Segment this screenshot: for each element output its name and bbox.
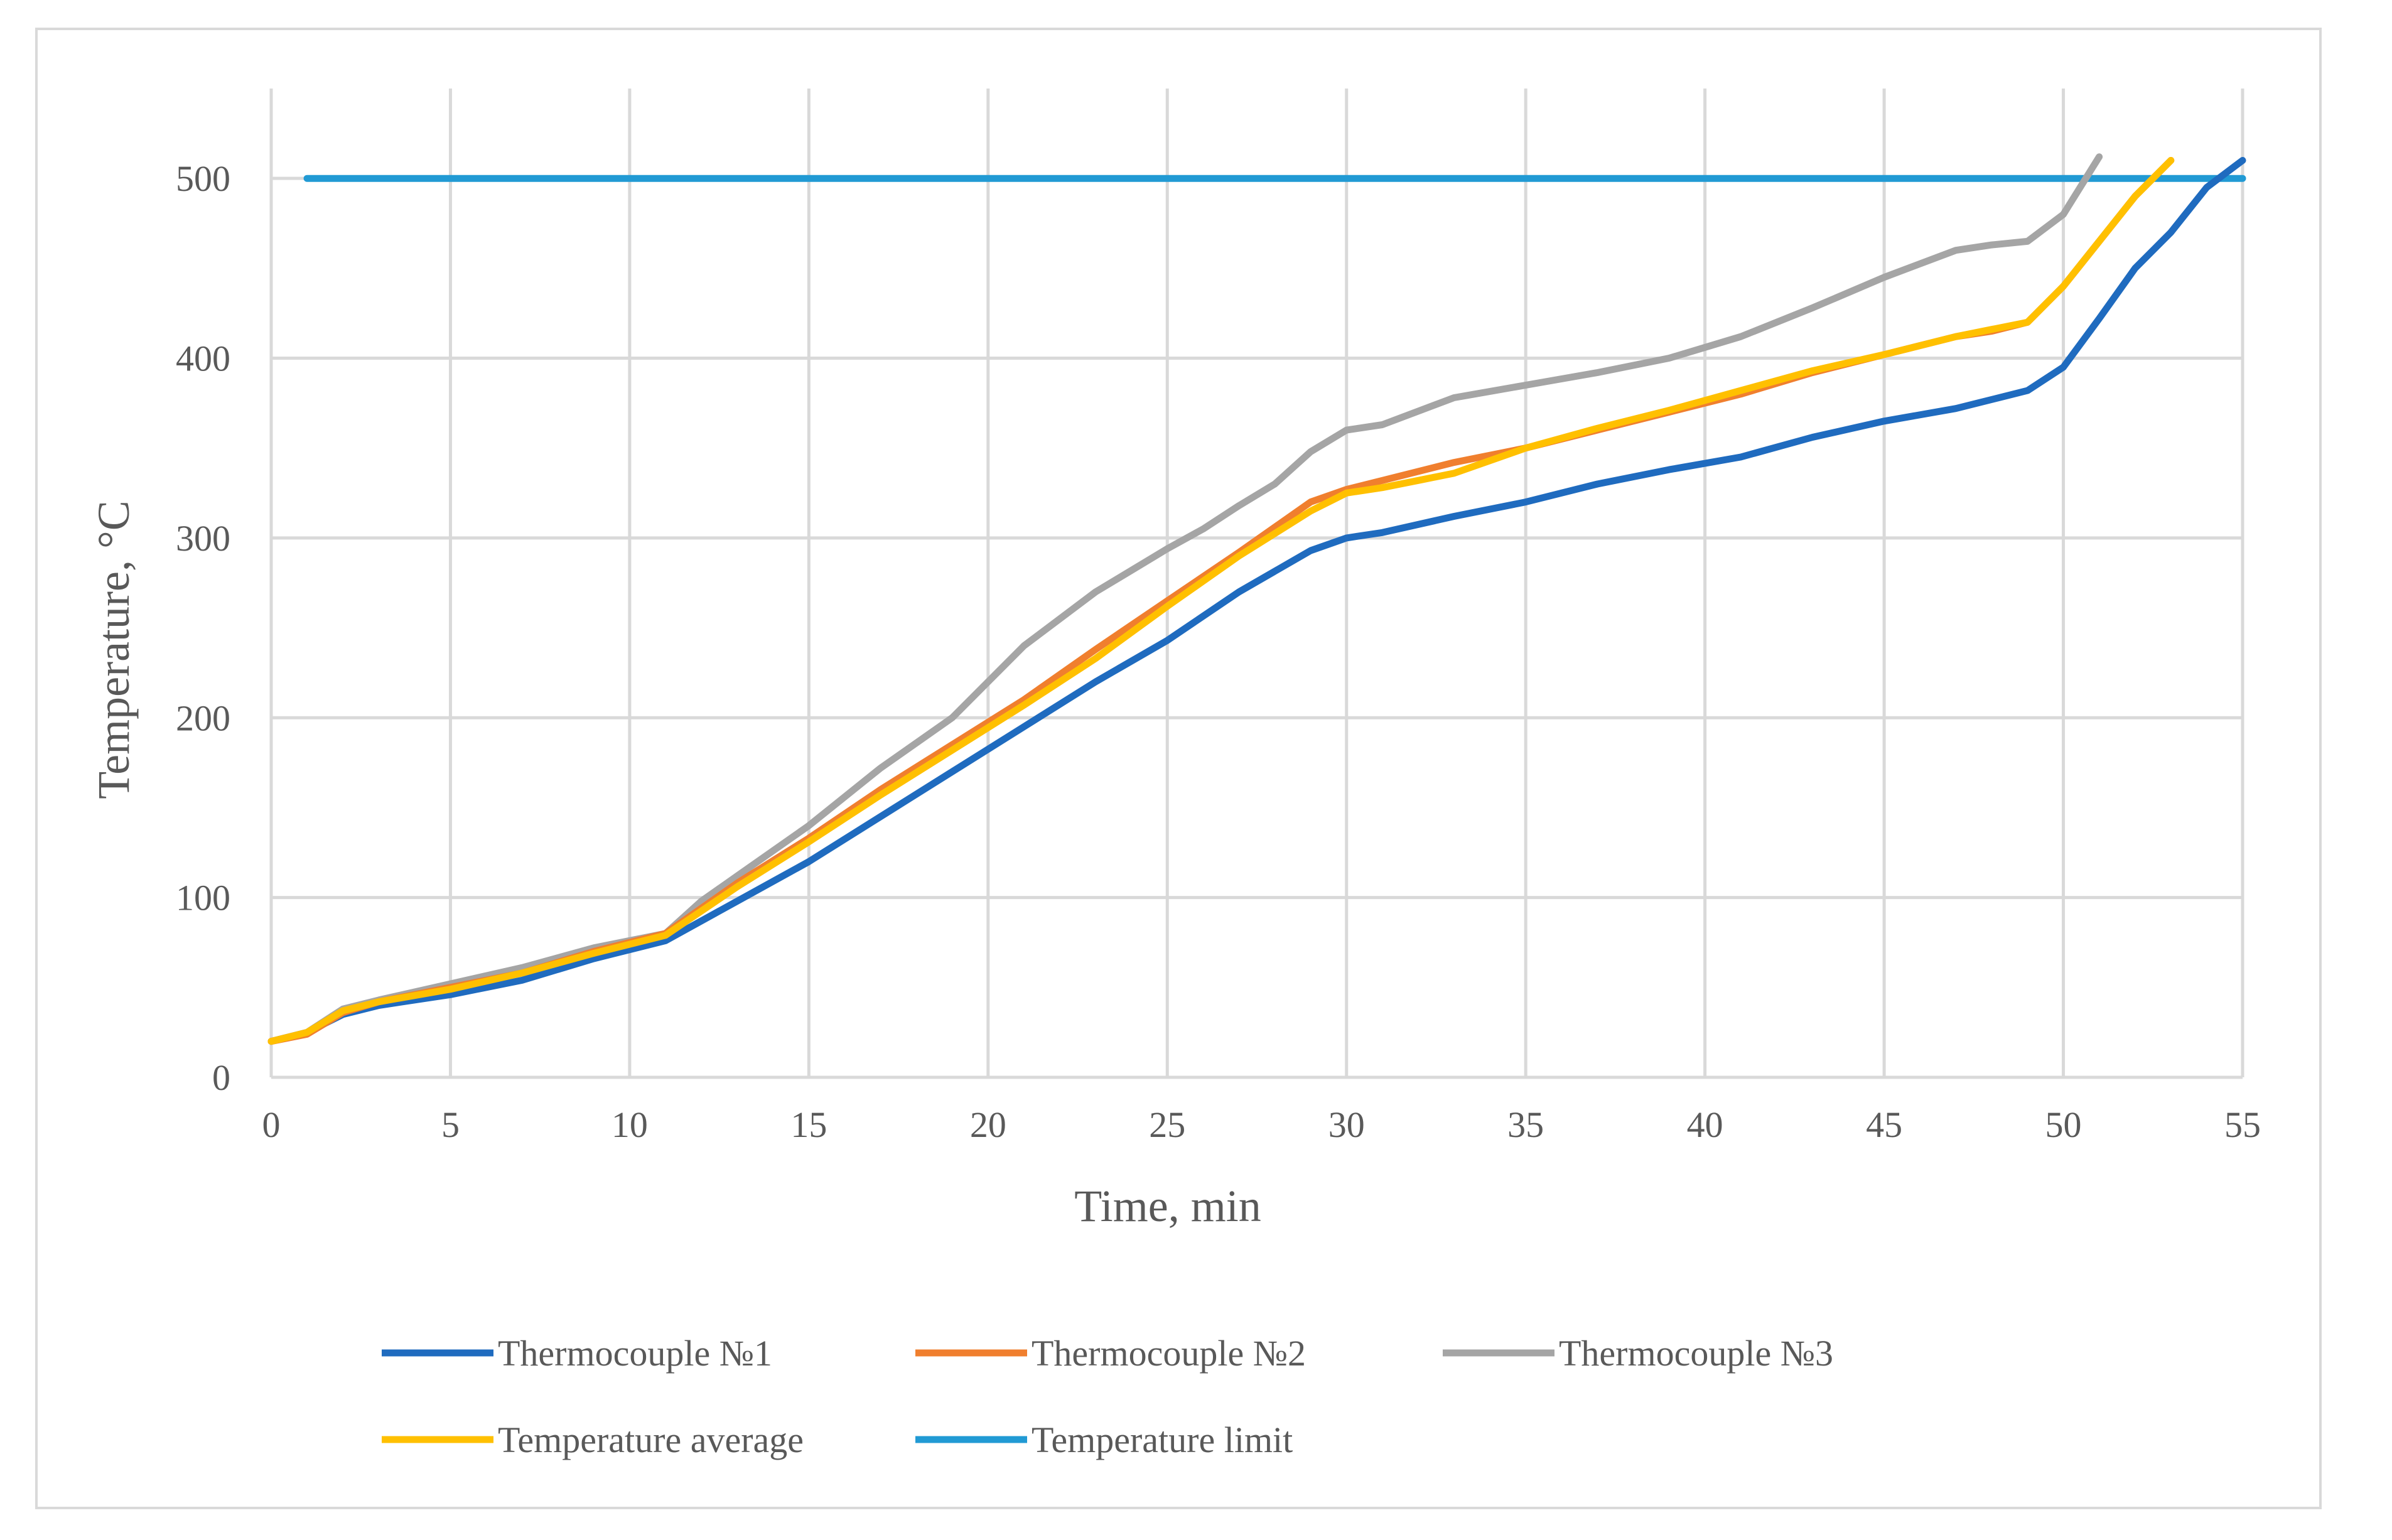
x-axis-title: Time, min (1074, 1181, 1261, 1231)
x-tick-label-2: 10 (611, 1104, 648, 1145)
x-tick-label-0: 0 (262, 1104, 281, 1145)
series-line-0 (267, 157, 2246, 1045)
legend-label-3: Temperature average (498, 1419, 804, 1460)
x-tick-label-9: 45 (1866, 1104, 1902, 1145)
series-line-3 (267, 157, 2175, 1045)
y-axis-ticks: 0 100 200 300 400 500 (176, 158, 230, 1098)
legend-label-0: Thermocouple №1 (498, 1333, 772, 1374)
series-lines (267, 153, 2246, 1045)
y-tick-label-0: 0 (212, 1057, 230, 1098)
chart-frame (35, 28, 2322, 1509)
y-tick-label-5: 500 (176, 158, 230, 199)
x-axis-ticks: 0 5 10 15 20 25 30 35 40 45 50 55 (262, 1104, 2261, 1145)
series-line-2 (267, 153, 2103, 1045)
x-tick-label-4: 20 (970, 1104, 1006, 1145)
y-axis-title: Temperature, °C (89, 500, 139, 799)
legend-label-4: Temperature limit (1032, 1419, 1293, 1460)
x-tick-label-1: 5 (441, 1104, 460, 1145)
legend: Thermocouple №1 Thermocouple №2 Thermocoup… (382, 1333, 1833, 1460)
y-tick-label-3: 300 (176, 518, 230, 559)
x-tick-label-6: 30 (1328, 1104, 1365, 1145)
x-tick-label-11: 55 (2224, 1104, 2261, 1145)
x-tick-label-5: 25 (1149, 1104, 1185, 1145)
y-tick-label-2: 200 (176, 697, 230, 738)
legend-label-1: Thermocouple №2 (1032, 1333, 1306, 1374)
y-tick-label-1: 100 (176, 878, 230, 918)
x-tick-label-8: 40 (1687, 1104, 1723, 1145)
y-tick-label-4: 400 (176, 338, 230, 379)
legend-label-2: Thermocouple №3 (1559, 1333, 1833, 1374)
x-tick-label-10: 50 (2045, 1104, 2082, 1145)
x-tick-label-3: 15 (790, 1104, 827, 1145)
x-tick-label-7: 35 (1507, 1104, 1544, 1145)
gridlines (269, 89, 2244, 1079)
